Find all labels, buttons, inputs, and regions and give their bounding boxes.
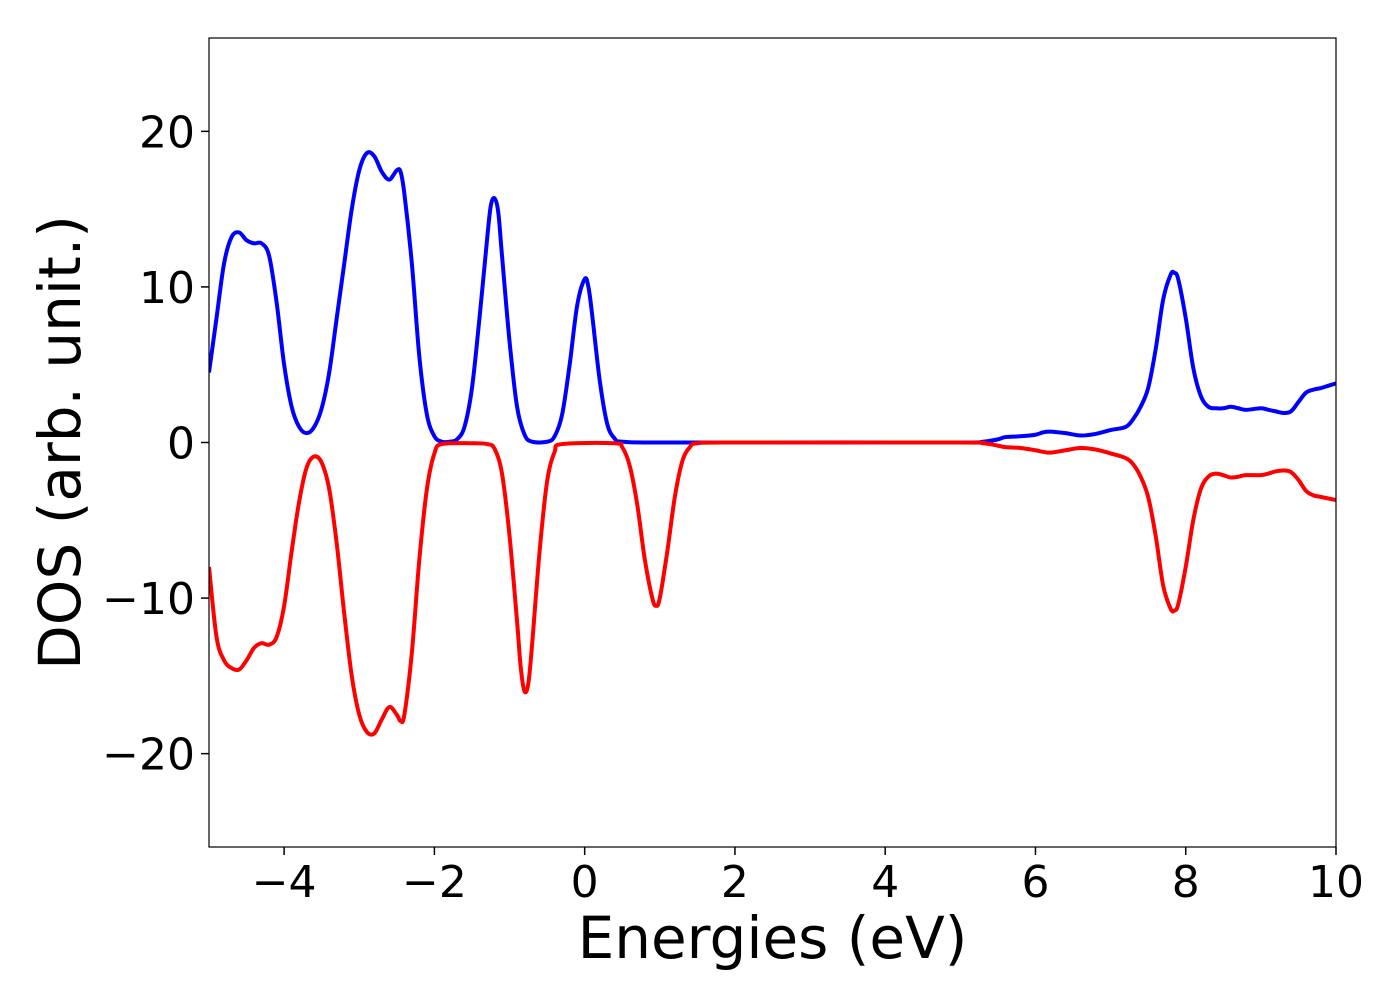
- y-axis-label: DOS (arb. unit.): [26, 215, 94, 670]
- series-layer: [209, 150, 1336, 737]
- x-tick-label: −4: [252, 857, 317, 908]
- y-tick-label: −20: [102, 730, 195, 781]
- y-tick-label: −10: [102, 574, 195, 625]
- x-tick-label: 10: [1308, 857, 1364, 908]
- x-tick-label: 2: [721, 857, 749, 908]
- x-tick-label: 4: [871, 857, 899, 908]
- y-axis: −20 −10 0 10 20: [102, 107, 209, 781]
- y-tick-label: 20: [139, 107, 195, 158]
- y-tick-label: 10: [139, 263, 195, 314]
- x-tick-label: 8: [1172, 857, 1200, 908]
- x-tick-label: −2: [402, 857, 467, 908]
- series-line-blue: [209, 150, 1336, 445]
- x-axis: −4 −2 0 2 4 6 8 10: [252, 847, 1364, 908]
- x-tick-label: 6: [1021, 857, 1049, 908]
- x-axis-label: Energies (eV): [578, 904, 968, 972]
- y-tick-label: 0: [167, 419, 195, 470]
- x-tick-label: 0: [571, 857, 599, 908]
- series-line-red: [209, 440, 1336, 737]
